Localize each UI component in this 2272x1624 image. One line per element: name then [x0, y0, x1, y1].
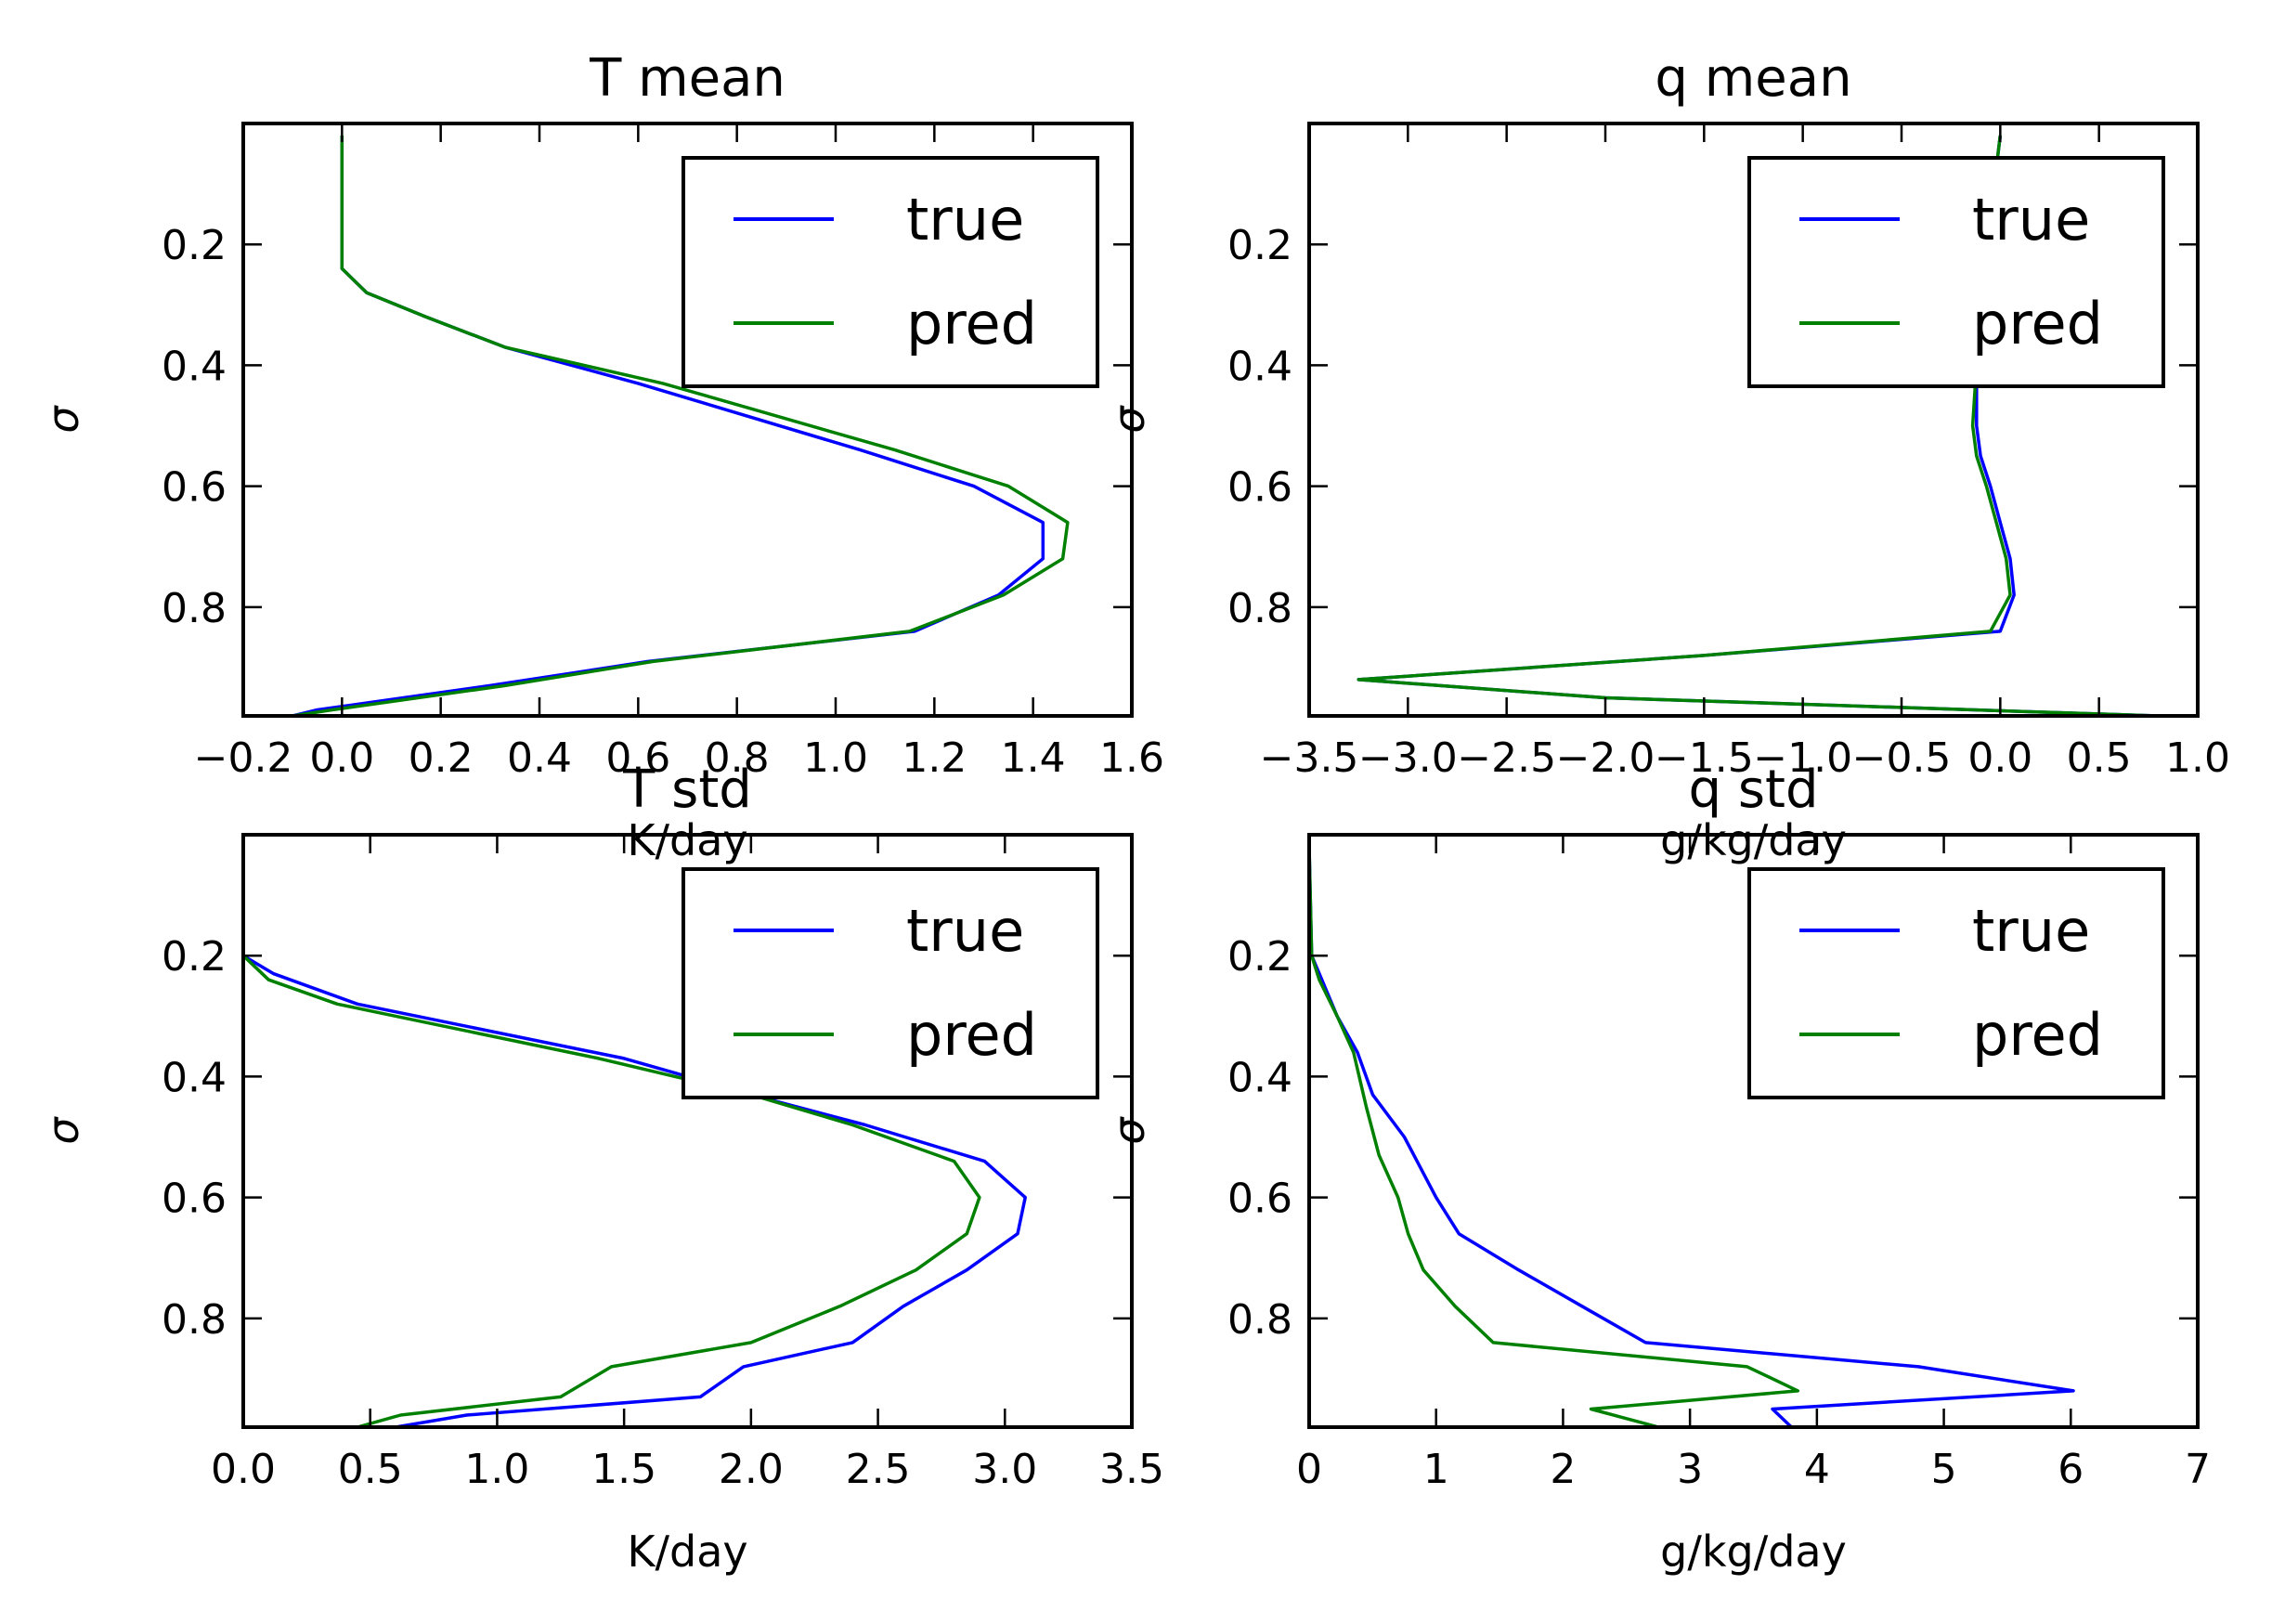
legend-label-true: true — [1972, 897, 2090, 965]
y-tick-label: 0.2 — [162, 933, 227, 981]
x-tick-label: 1 — [1423, 1446, 1449, 1493]
y-tick-label: 0.6 — [162, 1176, 227, 1223]
x-tick-label: 2.0 — [719, 1446, 784, 1493]
legend-label-true: true — [906, 897, 1024, 965]
x-axis-label: K/day — [627, 815, 747, 865]
legend-box — [1747, 867, 2165, 1099]
x-tick-label: 2.5 — [846, 1446, 911, 1493]
x-tick-label: 0.2 — [409, 734, 474, 782]
y-tick-label: 0.6 — [162, 464, 227, 512]
x-tick-label: 1.0 — [464, 1446, 529, 1493]
y-tick-label: 0.8 — [162, 585, 227, 632]
panel-1: −3.5 −3.0 −2.5 −2.0 −1.5 −1.0 −0.5 0.0 0.5 1.0 0.2… — [1104, 48, 2230, 865]
series-line-pred — [1309, 846, 1800, 1427]
x-tick-label: 4 — [1804, 1446, 1830, 1493]
series-line-pred — [243, 954, 981, 1427]
series-group — [292, 136, 1070, 716]
legend: true pred — [1747, 867, 2165, 1099]
x-tick-label: 0.4 — [507, 734, 572, 782]
x-axis-label: g/kg/day — [1660, 1527, 1847, 1577]
x-tick-label: −1.5 — [1655, 734, 1754, 782]
x-tick-label: 6 — [2058, 1446, 2084, 1493]
x-tick-label: 1.0 — [2165, 734, 2230, 782]
legend: true pred — [682, 867, 1099, 1099]
legend-label-true: true — [1972, 186, 2090, 253]
x-tick-label: −0.2 — [194, 734, 293, 782]
y-axis-label: σ — [1104, 405, 1154, 434]
y-axis-label: σ — [1104, 1116, 1154, 1145]
x-axis-label: g/kg/day — [1660, 815, 1847, 865]
legend: true pred — [682, 156, 1099, 388]
x-axis-label: K/day — [627, 1527, 747, 1577]
x-tick-label: 0.0 — [309, 734, 374, 782]
y-tick-label: 0.4 — [1227, 343, 1292, 390]
y-axis-label: σ — [38, 1116, 88, 1145]
x-tick-label: 1.5 — [591, 1446, 656, 1493]
x-tick-label: 0.0 — [211, 1446, 276, 1493]
series-line-pred — [292, 136, 1070, 716]
legend-label-pred: pred — [906, 1001, 1037, 1069]
y-tick-label: 0.8 — [1227, 585, 1292, 632]
x-tick-label: 0.0 — [1967, 734, 2032, 782]
x-tick-label: 0.5 — [338, 1446, 403, 1493]
y-tick-label: 0.8 — [1227, 1296, 1292, 1344]
x-tick-label: 2 — [1550, 1446, 1576, 1493]
y-axis-label: σ — [38, 405, 88, 434]
axes-frame — [241, 122, 1134, 718]
y-tick-label: 0.4 — [162, 343, 227, 390]
legend: true pred — [1747, 156, 2165, 388]
x-tick-label: 5 — [1931, 1446, 1957, 1493]
panel-0: −0.2 0.0 0.2 0.4 0.6 0.8 1.0 1.2 1.4 1.6 0.2 0.4 0.6… — [38, 48, 1164, 865]
x-tick-label: 1.6 — [1099, 734, 1164, 782]
legend-box — [682, 867, 1099, 1099]
series-line-true — [243, 954, 1027, 1427]
legend-label-pred: pred — [1972, 1001, 2103, 1069]
x-tick-label: 1.0 — [803, 734, 868, 782]
x-tick-label: −2.5 — [1457, 734, 1556, 782]
axes-frame — [241, 833, 1134, 1429]
x-tick-label: 7 — [2185, 1446, 2211, 1493]
x-tick-label: −1.0 — [1753, 734, 1852, 782]
x-tick-label: −3.0 — [1358, 734, 1458, 782]
x-tick-label: −0.5 — [1852, 734, 1952, 782]
x-tick-label: 3.0 — [972, 1446, 1037, 1493]
y-tick-label: 0.2 — [1227, 222, 1292, 269]
panel-title: T std — [622, 760, 752, 820]
panel-title: T mean — [589, 48, 785, 109]
x-tick-label: 0.6 — [605, 734, 670, 782]
legend-label-pred: pred — [906, 290, 1037, 357]
panel-3: 0 1 2 3 4 5 6 70.20.40.60.8q stdg/kg/dayσtruepr… — [1104, 760, 2211, 1577]
legend-box — [682, 156, 1099, 388]
x-tick-label: −3.5 — [1260, 734, 1359, 782]
y-tick-label: 0.6 — [1227, 1176, 1292, 1223]
axes-frame — [1307, 833, 2200, 1429]
legend-label-true: true — [906, 186, 1024, 253]
series-group — [1309, 846, 2075, 1427]
series-group — [243, 954, 1027, 1427]
x-tick-label: 3 — [1677, 1446, 1703, 1493]
x-tick-label: −2.0 — [1556, 734, 1655, 782]
axes-frame — [1307, 122, 2200, 718]
panel-title: q mean — [1655, 48, 1851, 109]
y-tick-label: 0.2 — [162, 222, 227, 269]
y-tick-label: 0.6 — [1227, 464, 1292, 512]
legend-label-pred: pred — [1972, 290, 2103, 357]
x-tick-label: 0.8 — [705, 734, 770, 782]
y-tick-label: 0.2 — [1227, 933, 1292, 981]
y-tick-label: 0.8 — [162, 1296, 227, 1344]
x-tick-label: 1.4 — [1001, 734, 1066, 782]
x-tick-label: 0 — [1296, 1446, 1322, 1493]
x-tick-label: 3.5 — [1099, 1446, 1164, 1493]
y-tick-label: 0.4 — [1227, 1054, 1292, 1101]
x-tick-label: 0.5 — [2067, 734, 2132, 782]
y-tick-label: 0.4 — [162, 1054, 227, 1101]
legend-box — [1747, 156, 2165, 388]
x-tick-label: 1.2 — [902, 734, 967, 782]
panel-title: q std — [1688, 760, 1818, 820]
panel-2: 0.0 0.5 1.0 1.5 2.0 2.5 3.0 3.5 0.2 0.4 0.6 0.8 T st… — [38, 760, 1164, 1577]
